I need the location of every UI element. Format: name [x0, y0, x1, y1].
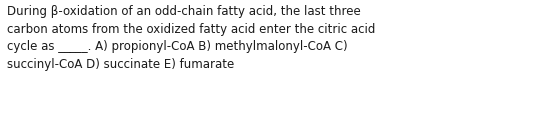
Text: During β-oxidation of an odd-chain fatty acid, the last three
carbon atoms from : During β-oxidation of an odd-chain fatty… [7, 5, 375, 71]
